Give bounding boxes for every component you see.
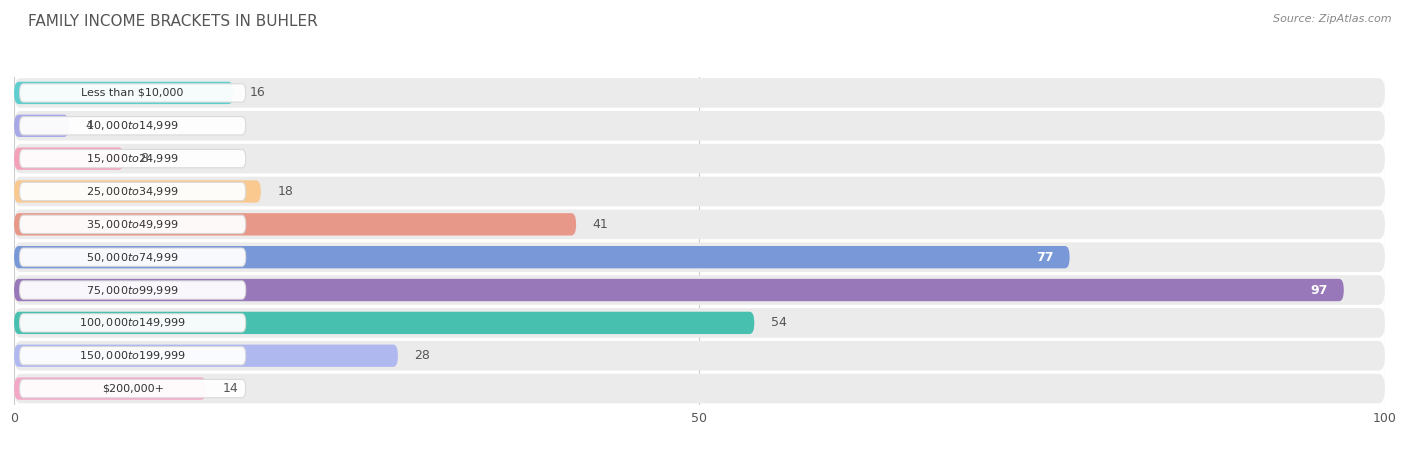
Text: $100,000 to $149,999: $100,000 to $149,999: [79, 316, 186, 329]
FancyBboxPatch shape: [14, 115, 69, 137]
Text: 28: 28: [415, 349, 430, 362]
Text: $75,000 to $99,999: $75,000 to $99,999: [86, 284, 179, 297]
FancyBboxPatch shape: [20, 182, 246, 201]
Text: $200,000+: $200,000+: [101, 383, 163, 394]
FancyBboxPatch shape: [14, 144, 1385, 173]
FancyBboxPatch shape: [14, 78, 1385, 108]
Text: 18: 18: [277, 185, 292, 198]
FancyBboxPatch shape: [14, 341, 1385, 370]
FancyBboxPatch shape: [14, 246, 1070, 268]
FancyBboxPatch shape: [14, 210, 1385, 239]
FancyBboxPatch shape: [20, 346, 246, 365]
FancyBboxPatch shape: [20, 84, 246, 102]
Text: $10,000 to $14,999: $10,000 to $14,999: [86, 119, 179, 132]
FancyBboxPatch shape: [14, 279, 1344, 301]
Text: Source: ZipAtlas.com: Source: ZipAtlas.com: [1274, 14, 1392, 23]
FancyBboxPatch shape: [14, 243, 1385, 272]
FancyBboxPatch shape: [20, 281, 246, 299]
FancyBboxPatch shape: [14, 82, 233, 104]
FancyBboxPatch shape: [14, 374, 1385, 403]
Text: Less than $10,000: Less than $10,000: [82, 88, 184, 98]
FancyBboxPatch shape: [14, 180, 262, 202]
FancyBboxPatch shape: [14, 308, 1385, 338]
Text: 54: 54: [770, 316, 786, 329]
FancyBboxPatch shape: [14, 312, 754, 334]
FancyBboxPatch shape: [20, 149, 246, 168]
Text: 77: 77: [1036, 251, 1053, 264]
FancyBboxPatch shape: [14, 177, 1385, 206]
Text: $15,000 to $24,999: $15,000 to $24,999: [86, 152, 179, 165]
Text: 97: 97: [1310, 284, 1327, 297]
Text: FAMILY INCOME BRACKETS IN BUHLER: FAMILY INCOME BRACKETS IN BUHLER: [28, 14, 318, 28]
Text: 41: 41: [592, 218, 609, 231]
FancyBboxPatch shape: [20, 248, 246, 266]
FancyBboxPatch shape: [14, 111, 1385, 140]
Text: $25,000 to $34,999: $25,000 to $34,999: [86, 185, 179, 198]
Text: $150,000 to $199,999: $150,000 to $199,999: [79, 349, 186, 362]
FancyBboxPatch shape: [20, 314, 246, 332]
FancyBboxPatch shape: [20, 117, 246, 135]
Text: 14: 14: [222, 382, 238, 395]
Text: $35,000 to $49,999: $35,000 to $49,999: [86, 218, 179, 231]
Text: 4: 4: [86, 119, 93, 132]
FancyBboxPatch shape: [14, 378, 207, 400]
FancyBboxPatch shape: [14, 345, 398, 367]
Text: 16: 16: [250, 86, 266, 99]
FancyBboxPatch shape: [20, 379, 246, 398]
Text: $50,000 to $74,999: $50,000 to $74,999: [86, 251, 179, 264]
Text: 8: 8: [141, 152, 148, 165]
FancyBboxPatch shape: [14, 213, 576, 235]
FancyBboxPatch shape: [20, 215, 246, 234]
FancyBboxPatch shape: [14, 148, 124, 170]
FancyBboxPatch shape: [14, 275, 1385, 305]
